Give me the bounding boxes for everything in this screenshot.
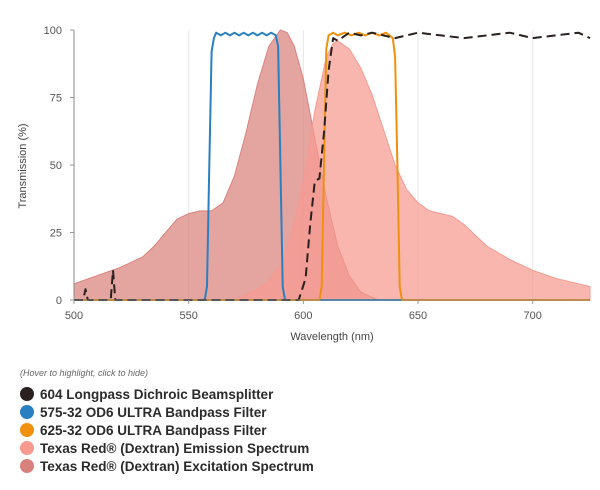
series-layer[interactable] [73, 29, 591, 301]
legend-swatch-emission [20, 441, 34, 455]
axes: 500 550 600 650 700 0 25 50 75 100 [44, 25, 590, 322]
y-tick-label: 75 [50, 93, 62, 105]
spectra-chart: 500 550 600 650 700 0 25 50 75 100 Wavelength (nm… [17, 25, 591, 343]
x-tick-label: 600 [294, 310, 312, 322]
x-tick-label: 700 [523, 310, 541, 322]
y-axis-label: Transmission (%) [17, 123, 29, 208]
x-tick-label: 500 [65, 310, 83, 322]
legend-item-dichroic[interactable]: 604 Longpass Dichroic Beamsplitter [20, 385, 314, 403]
legend-items: 604 Longpass Dichroic Beamsplitter 575-3… [20, 385, 314, 475]
series-625-32-od6-ultra-bandpass-filter [74, 31, 590, 301]
y-tick-label: 0 [56, 295, 62, 307]
legend-hint: (Hover to highlight, click to hide) [20, 368, 149, 378]
legend-item-excitation[interactable]: Texas Red® (Dextran) Excitation Spectrum [20, 457, 314, 475]
legend-label-dichroic: 604 Longpass Dichroic Beamsplitter [40, 386, 274, 402]
x-axis-label: Wavelength (nm) [290, 331, 373, 343]
legend-item-625-filter[interactable]: 625-32 OD6 ULTRA Bandpass Filter [20, 421, 314, 439]
legend-swatch-575-filter [20, 405, 34, 419]
y-tick-label: 50 [50, 160, 62, 172]
legend-label-625-filter: 625-32 OD6 ULTRA Bandpass Filter [40, 422, 267, 438]
legend: (Hover to highlight, click to hide) 604 … [20, 368, 314, 475]
x-tick-label: 650 [409, 310, 427, 322]
legend-label-emission: Texas Red® (Dextran) Emission Spectrum [40, 440, 310, 456]
legend-item-575-filter[interactable]: 575-32 OD6 ULTRA Bandpass Filter [20, 403, 314, 421]
y-tick-label: 100 [44, 25, 62, 37]
series-575-32-od6-ultra-bandpass-filter [74, 31, 590, 301]
legend-swatch-dichroic [20, 387, 34, 401]
series-604-longpass-dichroic-beamsplitter [74, 31, 591, 301]
legend-item-emission[interactable]: Texas Red® (Dextran) Emission Spectrum [20, 439, 314, 457]
legend-swatch-625-filter [20, 423, 34, 437]
legend-swatch-excitation [20, 459, 34, 473]
legend-label-575-filter: 575-32 OD6 ULTRA Bandpass Filter [40, 404, 267, 420]
y-tick-label: 25 [50, 228, 62, 240]
legend-label-excitation: Texas Red® (Dextran) Excitation Spectrum [40, 458, 314, 474]
x-tick-label: 550 [179, 310, 197, 322]
